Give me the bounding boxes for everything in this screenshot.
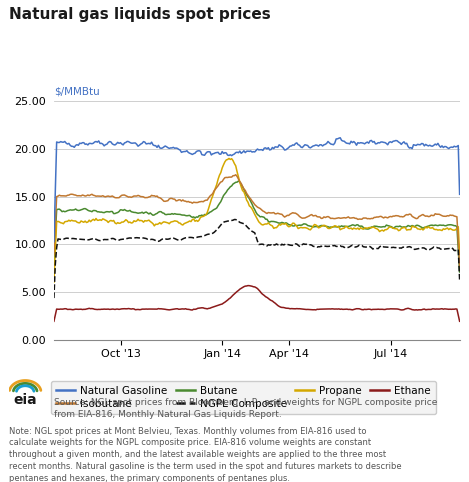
Text: Source: NGL spot prices from Bloomberg, L.P., and weights for NGPL composite pri: Source: NGL spot prices from Bloomberg, … — [54, 398, 437, 419]
Text: Note: NGL spot prices at Mont Belvieu, Texas. Monthly volumes from EIA-816 used : Note: NGL spot prices at Mont Belvieu, T… — [9, 427, 402, 482]
Text: $/MMBtu: $/MMBtu — [54, 86, 100, 96]
Legend: Natural Gasoline, Isobutane, Butane, NGPL Composite, Propane, Ethane: Natural Gasoline, Isobutane, Butane, NGP… — [51, 381, 436, 415]
Text: Natural gas liquids spot prices: Natural gas liquids spot prices — [9, 7, 271, 22]
Text: eia: eia — [13, 393, 37, 407]
